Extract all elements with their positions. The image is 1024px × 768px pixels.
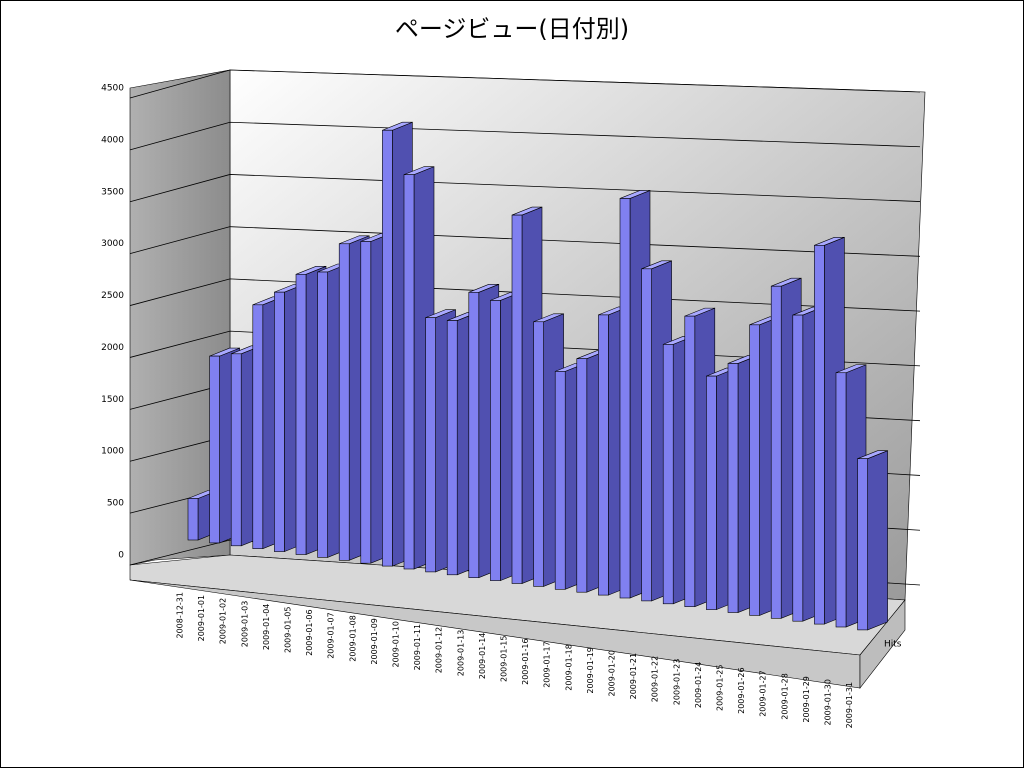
- x-tick-label: 2009-01-16: [521, 638, 530, 685]
- bar-front: [662, 344, 674, 605]
- bar-front: [425, 317, 436, 573]
- x-tick-label: 2009-01-04: [262, 604, 271, 651]
- x-tick-label: 2009-01-29: [802, 676, 811, 723]
- y-tick-label: 2500: [101, 291, 124, 301]
- bar-front: [317, 271, 328, 558]
- x-tick-label: 2009-01-23: [672, 659, 681, 706]
- y-tick-label: 4500: [101, 84, 124, 94]
- x-tick-label: 2009-01-21: [629, 653, 638, 700]
- x-tick-label: 2009-01-09: [370, 618, 379, 665]
- x-tick-label: 2009-01-22: [651, 656, 660, 703]
- bar-front: [295, 273, 307, 555]
- bar-front: [814, 245, 825, 625]
- bar-front: [857, 458, 868, 631]
- bar-front: [619, 198, 631, 599]
- x-tick-label: 2009-01-12: [435, 627, 444, 674]
- x-tick-label: 2009-01-10: [392, 621, 401, 668]
- x-tick-label: 2009-01-17: [543, 641, 552, 688]
- y-tick-label: 1500: [101, 395, 124, 405]
- grid-line: [129, 174, 921, 203]
- floor-edge: [859, 599, 906, 689]
- bar-front: [684, 315, 696, 608]
- bar-front: [533, 321, 544, 587]
- bar-front: [338, 243, 350, 561]
- y-tick-label: 0: [118, 551, 124, 561]
- grid-line: [129, 121, 921, 151]
- bar-front: [835, 372, 847, 628]
- y-tick-label: 4000: [101, 135, 124, 145]
- chart-title: ページビュー(日付別): [395, 15, 629, 43]
- bar-front: [490, 300, 501, 581]
- x-tick-label: 2009-01-15: [500, 636, 509, 683]
- bar-front: [706, 375, 717, 610]
- bar-front: [403, 174, 415, 570]
- y-tick-label: 3000: [101, 239, 124, 249]
- grid-line: [129, 226, 921, 257]
- bar-front: [727, 363, 739, 613]
- x-tick-label: 2009-01-25: [716, 665, 725, 712]
- bar-front: [641, 268, 652, 602]
- bar-front: [187, 498, 199, 541]
- bar-front: [576, 358, 588, 593]
- side-wall: [129, 69, 231, 566]
- bar-front: [209, 355, 220, 544]
- x-tick-label: 2009-01-28: [780, 673, 789, 720]
- x-tick-label: 2009-01-27: [759, 670, 768, 717]
- x-tick-label: 2009-01-19: [586, 647, 595, 694]
- legend-label: Hits: [884, 640, 902, 650]
- bar-front: [554, 371, 566, 590]
- bar-front: [749, 324, 760, 616]
- x-tick-label: 2009-01-13: [456, 630, 465, 677]
- y-tick-label: 1000: [101, 447, 124, 457]
- y-tick-label: 2000: [101, 343, 124, 353]
- x-tick-label: 2009-01-14: [478, 633, 487, 680]
- x-tick-label: 2009-01-20: [608, 650, 617, 697]
- bar-front: [770, 285, 782, 619]
- y-tick-label: 3500: [101, 187, 124, 197]
- x-tick-label: 2009-01-26: [737, 667, 746, 714]
- bar-front: [230, 353, 242, 547]
- x-tick-label: 2009-01-31: [845, 682, 854, 729]
- grid-line: [129, 69, 921, 99]
- y-tick-label: 500: [107, 499, 124, 509]
- x-tick-label: 2008-12-31: [176, 592, 185, 639]
- bar: [857, 450, 888, 631]
- bar-side: [867, 450, 888, 631]
- x-tick-label: 2009-01-07: [327, 612, 336, 659]
- x-tick-label: 2009-01-03: [240, 601, 249, 648]
- bar-front: [252, 304, 264, 550]
- bar-front: [382, 129, 393, 567]
- x-tick-label: 2009-01-11: [413, 624, 422, 671]
- x-tick-label: 2009-01-30: [824, 679, 833, 726]
- bar-front: [511, 214, 523, 584]
- grid-line: [129, 278, 921, 312]
- x-tick-label: 2009-01-05: [284, 607, 293, 654]
- x-tick-label: 2009-01-24: [694, 662, 703, 709]
- x-tick-label: 2009-01-08: [348, 615, 357, 662]
- bar-front: [468, 292, 480, 578]
- bar-front: [446, 320, 458, 576]
- bar-front: [360, 241, 372, 564]
- x-tick-label: 2009-01-02: [219, 598, 228, 645]
- x-tick-label: 2009-01-18: [564, 644, 573, 691]
- x-tick-label: 2009-01-06: [305, 609, 314, 656]
- x-tick-label: 2009-01-01: [197, 595, 206, 642]
- bar-front: [792, 314, 804, 622]
- bar-front: [274, 291, 285, 552]
- bar-front: [598, 314, 609, 596]
